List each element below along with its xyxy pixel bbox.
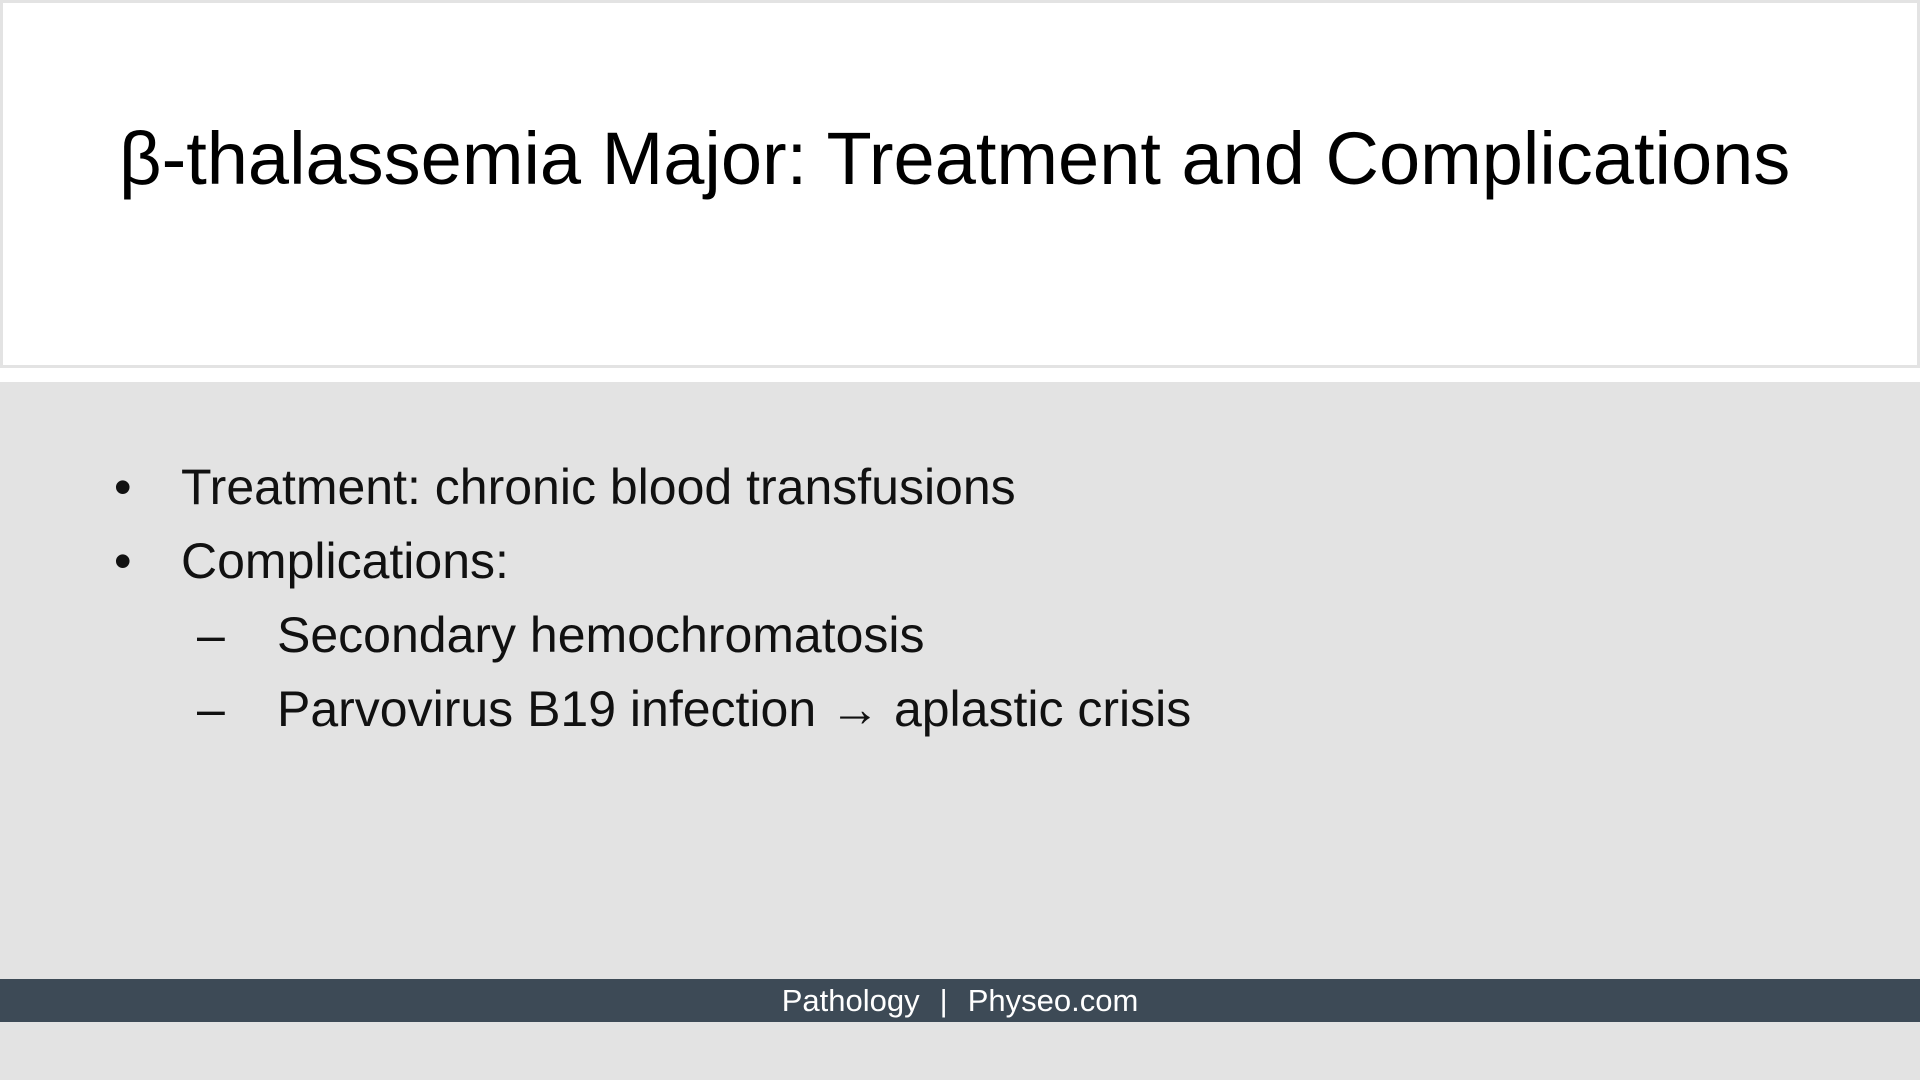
sub-bullet-text: Secondary hemochromatosis: [277, 610, 925, 660]
sub-bullet-text: Parvovirus B19 infection → aplastic cris…: [277, 684, 1191, 734]
divider: [0, 368, 1920, 382]
content-area: • Treatment: chronic blood transfusions …: [0, 382, 1920, 978]
bullet-marker: •: [114, 536, 132, 586]
slide-title: β-thalassemia Major: Treatment and Compl…: [119, 115, 1790, 204]
bullet-text: Treatment: chronic blood transfusions: [181, 462, 1016, 512]
sub-bullet-marker: –: [197, 610, 225, 660]
sub-bullet-marker: –: [197, 684, 225, 734]
title-box: β-thalassemia Major: Treatment and Compl…: [0, 0, 1920, 368]
bottom-strip: [0, 1022, 1920, 1080]
footer-bar: Pathology | Physeo.com: [0, 979, 1920, 1022]
bullet-text: Complications:: [181, 536, 509, 586]
footer-site: Physeo.com: [968, 983, 1139, 1019]
footer-separator: |: [940, 983, 948, 1019]
bullet-marker: •: [114, 462, 132, 512]
footer-subject: Pathology: [782, 983, 920, 1019]
